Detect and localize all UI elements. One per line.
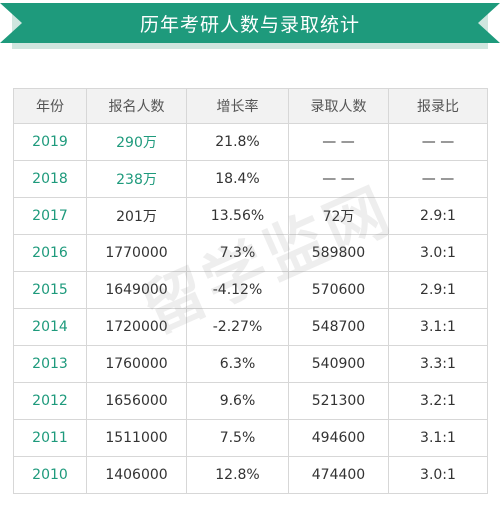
table-row: 2014 1720000 -2.27% 548700 3.1:1 [13,308,488,346]
cell-ratio: 3.3:1 [388,345,488,383]
cell-applicants: 1649000 [86,271,187,309]
cell-growth: 7.3% [186,234,289,272]
cell-ratio: 2.9:1 [388,271,488,309]
cell-applicants: 1511000 [86,419,187,457]
cell-growth: 21.8% [186,123,289,161]
cell-year: 2017 [13,197,87,235]
cell-year: 2013 [13,345,87,383]
table-row: 2011 1511000 7.5% 494600 3.1:1 [13,419,488,457]
table-row: 2017 201万 13.56% 72万 2.9:1 [13,197,488,235]
cell-admitted: 474400 [288,456,389,494]
cell-growth: 9.6% [186,382,289,420]
cell-admitted: 570600 [288,271,389,309]
cell-ratio: 2.9:1 [388,197,488,235]
cell-applicants: 1406000 [86,456,187,494]
cell-growth: 7.5% [186,419,289,457]
cell-admitted: 494600 [288,419,389,457]
stats-table: 年份 报名人数 增长率 录取人数 报录比 2019 290万 21.8% — — — —… [13,88,488,494]
cell-ratio: 3.1:1 [388,308,488,346]
cell-growth: -4.12% [186,271,289,309]
table-row: 2013 1760000 6.3% 540900 3.3:1 [13,345,488,383]
table-row: 2019 290万 21.8% — — — — [13,123,488,161]
page-title: 历年考研人数与录取统计 [139,13,360,36]
banner-ribbon [0,3,500,43]
cell-ratio: — — [388,160,488,198]
table-row: 2016 1770000 7.3% 589800 3.0:1 [13,234,488,272]
column-header-year: 年份 [13,88,87,124]
table-row: 2018 238万 18.4% — — — — [13,160,488,198]
stats-table-container: 年份 报名人数 增长率 录取人数 报录比 2019 290万 21.8% — — — —… [13,88,488,494]
cell-year: 2016 [13,234,87,272]
cell-year: 2010 [13,456,87,494]
cell-year: 2019 [13,123,87,161]
cell-year: 2012 [13,382,87,420]
cell-admitted: 521300 [288,382,389,420]
cell-growth: 12.8% [186,456,289,494]
cell-growth: 18.4% [186,160,289,198]
cell-admitted: 72万 [288,197,389,235]
table-header-row: 年份 报名人数 增长率 录取人数 报录比 [13,88,488,124]
cell-ratio: 3.2:1 [388,382,488,420]
cell-admitted: 540900 [288,345,389,383]
cell-applicants: 1656000 [86,382,187,420]
cell-year: 2011 [13,419,87,457]
cell-year: 2018 [13,160,87,198]
cell-growth: 13.56% [186,197,289,235]
cell-ratio: 3.0:1 [388,456,488,494]
column-header-applicants: 报名人数 [86,88,187,124]
cell-growth: -2.27% [186,308,289,346]
column-header-ratio: 报录比 [388,88,488,124]
cell-ratio: 3.0:1 [388,234,488,272]
cell-applicants: 290万 [86,123,187,161]
cell-applicants: 201万 [86,197,187,235]
cell-admitted: — — [288,123,389,161]
column-header-admitted: 录取人数 [288,88,389,124]
title-banner: 历年考研人数与录取统计 [0,0,500,52]
cell-growth: 6.3% [186,345,289,383]
cell-year: 2014 [13,308,87,346]
cell-year: 2015 [13,271,87,309]
table-row: 2010 1406000 12.8% 474400 3.0:1 [13,456,488,494]
cell-applicants: 1760000 [86,345,187,383]
cell-applicants: 238万 [86,160,187,198]
table-row: 2012 1656000 9.6% 521300 3.2:1 [13,382,488,420]
cell-ratio: — — [388,123,488,161]
cell-admitted: 589800 [288,234,389,272]
cell-ratio: 3.1:1 [388,419,488,457]
cell-applicants: 1770000 [86,234,187,272]
cell-admitted: — — [288,160,389,198]
cell-applicants: 1720000 [86,308,187,346]
cell-admitted: 548700 [288,308,389,346]
column-header-growth: 增长率 [186,88,289,124]
table-row: 2015 1649000 -4.12% 570600 2.9:1 [13,271,488,309]
